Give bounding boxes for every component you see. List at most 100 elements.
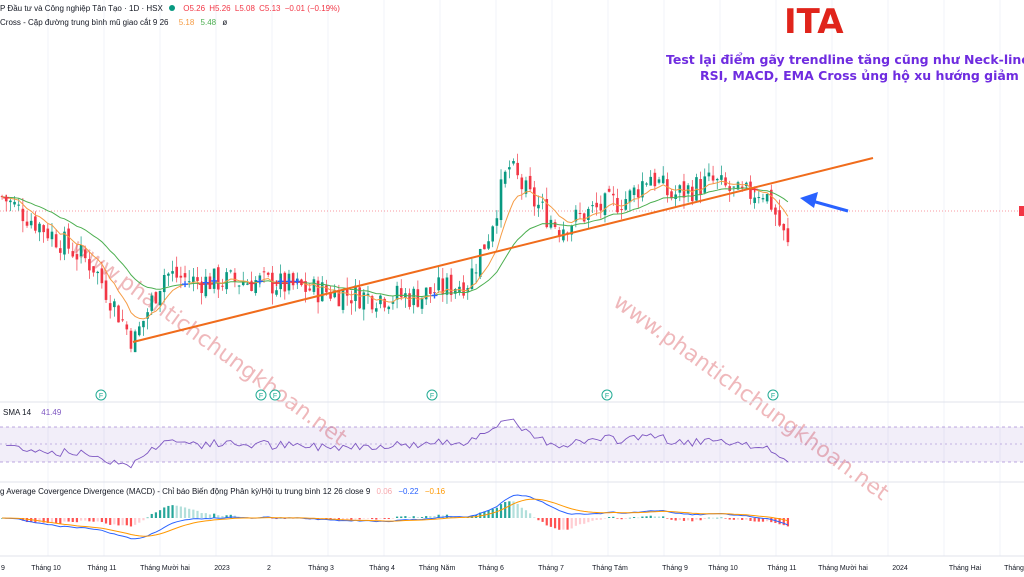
candle-body xyxy=(749,181,752,199)
candle-body xyxy=(474,272,478,274)
candle-body xyxy=(774,207,777,215)
candle-body xyxy=(329,292,332,299)
macd-hist-bar xyxy=(624,518,627,519)
macd-hist-bar xyxy=(204,513,207,518)
candle-body xyxy=(67,228,70,249)
event-marker[interactable]: F xyxy=(426,389,438,401)
candle-body xyxy=(350,300,353,304)
candle-body xyxy=(399,288,403,298)
candle-body xyxy=(682,181,686,198)
candle-body xyxy=(528,175,532,190)
ohlc-open: O5.26 xyxy=(183,4,206,13)
candle-body xyxy=(21,208,25,222)
symbol-title: P Đầu tư và Công nghiệp Tân Tạo · 1D · H… xyxy=(0,4,163,13)
candle-body xyxy=(769,189,773,210)
candle-body xyxy=(204,276,208,297)
candle-body xyxy=(661,175,665,184)
event-marker[interactable]: F xyxy=(767,389,779,401)
candle-body xyxy=(674,194,677,199)
candle-body xyxy=(532,187,536,207)
macd-hist-bar xyxy=(495,507,498,518)
macd-hist-bar xyxy=(404,516,407,518)
event-marker[interactable]: F xyxy=(269,389,281,401)
macd-hist-bar xyxy=(383,518,386,519)
macd-hist-bar xyxy=(682,518,686,521)
macd-hist-bar xyxy=(533,517,536,519)
candle-body xyxy=(670,191,673,199)
last-price-marker xyxy=(1019,206,1024,216)
ema-cross-marker xyxy=(211,277,218,284)
candle-body xyxy=(345,288,349,296)
macd-hist-bar xyxy=(520,507,523,518)
ema-cross-marker xyxy=(281,280,288,287)
trendline[interactable] xyxy=(132,157,874,343)
event-marker[interactable]: F xyxy=(601,389,613,401)
macd-hist-bar xyxy=(229,514,232,518)
macd-hist-bar xyxy=(553,518,557,529)
candle-body xyxy=(628,190,632,203)
candle-body xyxy=(453,288,457,294)
candle-body xyxy=(241,282,245,286)
ema-legend[interactable]: Cross - Cặp đường trung bình mũ giao cắt… xyxy=(0,18,231,27)
macd-hist-bar xyxy=(391,518,395,519)
time-axis-tick: Tháng Mười hai xyxy=(140,565,190,572)
time-axis[interactable]: 9 Tháng 10 Tháng 11 Tháng Mười hai 2023 2 Thán… xyxy=(1,565,1024,572)
macd-hist-bar xyxy=(608,517,611,518)
candle-body xyxy=(420,297,424,309)
macd-hist-bar xyxy=(67,518,70,522)
macd-hist-bar xyxy=(350,518,353,520)
event-label: F xyxy=(273,393,277,400)
event-label: F xyxy=(771,393,775,400)
macd-hist-bar xyxy=(753,518,756,522)
candle-body xyxy=(757,197,761,199)
candle-body xyxy=(374,308,378,312)
candle-body xyxy=(387,306,391,310)
ema-cross-marker xyxy=(256,278,263,285)
macd-hist-bar xyxy=(387,518,390,520)
macd-hist-bar xyxy=(695,518,698,520)
candle-body xyxy=(54,234,58,248)
macd-hist-bar xyxy=(433,516,436,518)
time-axis-tick: 2024 xyxy=(892,565,908,572)
candle-body xyxy=(162,274,166,293)
macd-hist-bar xyxy=(21,518,24,521)
rsi-legend[interactable]: SMA 14 41.49 xyxy=(0,408,65,417)
macd-hist-bar xyxy=(171,505,174,518)
time-axis-tick: Tháng 6 xyxy=(478,565,504,572)
macd-legend[interactable]: g Average Covergence Divergence (MACD) -… xyxy=(0,487,449,496)
time-axis-tick: Tháng Mười hai xyxy=(818,565,868,572)
time-axis-tick: Tháng xyxy=(1004,565,1024,572)
candle-body xyxy=(262,271,266,273)
macd-hist-bar xyxy=(134,518,137,525)
rsi-label: SMA 14 xyxy=(3,408,32,417)
candle-body xyxy=(603,193,607,216)
candle-body xyxy=(545,199,549,228)
macd-hist-bar xyxy=(720,517,723,519)
candle-body xyxy=(557,230,561,237)
macd-hist-bar xyxy=(728,518,731,520)
ohlc-low: L5.08 xyxy=(234,4,255,13)
event-marker[interactable]: F xyxy=(255,389,267,401)
candle-body xyxy=(117,305,120,323)
candle-body xyxy=(370,296,374,310)
macd-hist-bar xyxy=(55,518,58,523)
ema-cross-marker xyxy=(182,281,189,288)
candle-body xyxy=(63,231,66,255)
time-axis-tick: Tháng Năm xyxy=(419,565,456,572)
time-axis-tick: Tháng 11 xyxy=(767,565,796,572)
event-marker[interactable]: F xyxy=(95,389,107,401)
annotation-line-2: RSI, MACD, EMA Cross ủng hộ xu hướng giả… xyxy=(700,68,1019,83)
candle-body xyxy=(337,290,341,307)
macd-hist-bar xyxy=(649,515,652,518)
macd-hist-bar xyxy=(358,518,361,520)
macd-hist-bar xyxy=(192,509,195,518)
watermark-left: www.phantichchungkhoan.net xyxy=(66,235,351,452)
macd-hist-bar xyxy=(150,513,153,518)
symbol-legend[interactable]: P Đầu tư và Công nghiệp Tân Tạo · 1D · H… xyxy=(0,4,344,13)
candle-body xyxy=(508,167,511,170)
candle-body xyxy=(761,198,765,200)
ema-cross-value: ø xyxy=(222,18,228,27)
candle-body xyxy=(524,180,528,194)
candle-body xyxy=(391,301,395,304)
